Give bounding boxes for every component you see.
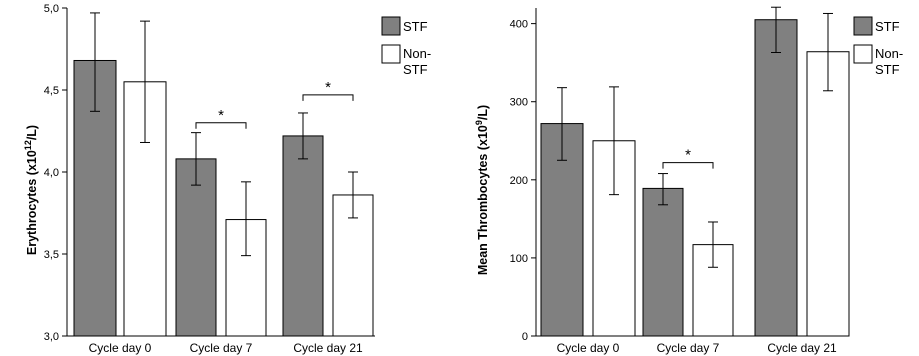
legend-label-nonstf-line2: STF: [875, 62, 900, 77]
bar-stf: [754, 19, 798, 337]
y-axis-label: Mean Thrombocytes (x109/L): [474, 105, 490, 275]
x-tick-label: Cycle day 0: [557, 341, 620, 355]
y-axis-label-superscript: 9: [474, 120, 484, 125]
legend-label-stf: STF: [403, 19, 428, 34]
y-axis-label-main: Mean Thrombocytes (x10: [476, 125, 490, 275]
significance-bracket: [302, 94, 354, 101]
x-tick-label: Cycle day 7: [657, 341, 720, 355]
y-axis-label-superscript: 12: [23, 140, 33, 150]
legend-swatch-nonstf: [381, 44, 401, 64]
legend-label-stf: STF: [875, 19, 900, 34]
legend-swatch-nonstf: [853, 44, 873, 64]
bar-non-stf: [332, 194, 374, 337]
y-tick-label: 5,0: [44, 3, 59, 15]
y-axis-label-unit: /L): [476, 105, 490, 120]
legend-swatch-stf: [381, 16, 401, 36]
legend-label-nonstf-line1: Non-: [875, 46, 903, 61]
x-tick-label: Cycle day 21: [293, 341, 363, 355]
significance-marker: *: [325, 79, 331, 96]
y-tick-label: 3,5: [44, 249, 59, 261]
chart-panel-1: 3,0 3,5 4,0 4,5 5,0 Erythrocytes (x1012/L) Cyc…: [23, 3, 431, 355]
y-tick-label: 300: [510, 97, 528, 109]
bar-stf: [642, 187, 684, 337]
significance-marker: *: [685, 147, 691, 164]
legend-label-nonstf-line2: STF: [403, 62, 428, 77]
significance-bracket: [195, 122, 247, 129]
y-tick-label: 400: [510, 19, 528, 31]
significance-marker: *: [218, 107, 224, 124]
x-tick-label: Cycle day 7: [190, 341, 253, 355]
y-axis-label: Erythrocytes (x1012/L): [23, 125, 39, 255]
y-tick-label: 200: [510, 175, 528, 187]
x-tick-label: Cycle day 0: [89, 341, 152, 355]
bar-stf: [282, 135, 324, 337]
significance-bracket: [662, 162, 714, 169]
bar-stf: [175, 158, 217, 337]
legend-swatch-stf: [853, 16, 873, 36]
y-tick-label: 100: [510, 253, 528, 265]
y-tick-label: 0: [522, 331, 528, 343]
y-axis-label-unit: /L): [25, 125, 39, 140]
bar-non-stf: [806, 51, 850, 337]
legend-label-nonstf-line1: Non-: [403, 46, 431, 61]
x-tick-label: Cycle day 21: [767, 341, 837, 355]
y-tick-label: 3,0: [44, 331, 59, 343]
y-tick-label: 4,0: [44, 167, 59, 179]
y-axis-label-main: Erythrocytes (x10: [25, 150, 39, 255]
chart-panel-2: 0 100 200 300 400 Mean Thrombocytes (x109/L) C…: [474, 6, 903, 355]
y-tick-label: 4,5: [44, 85, 59, 97]
